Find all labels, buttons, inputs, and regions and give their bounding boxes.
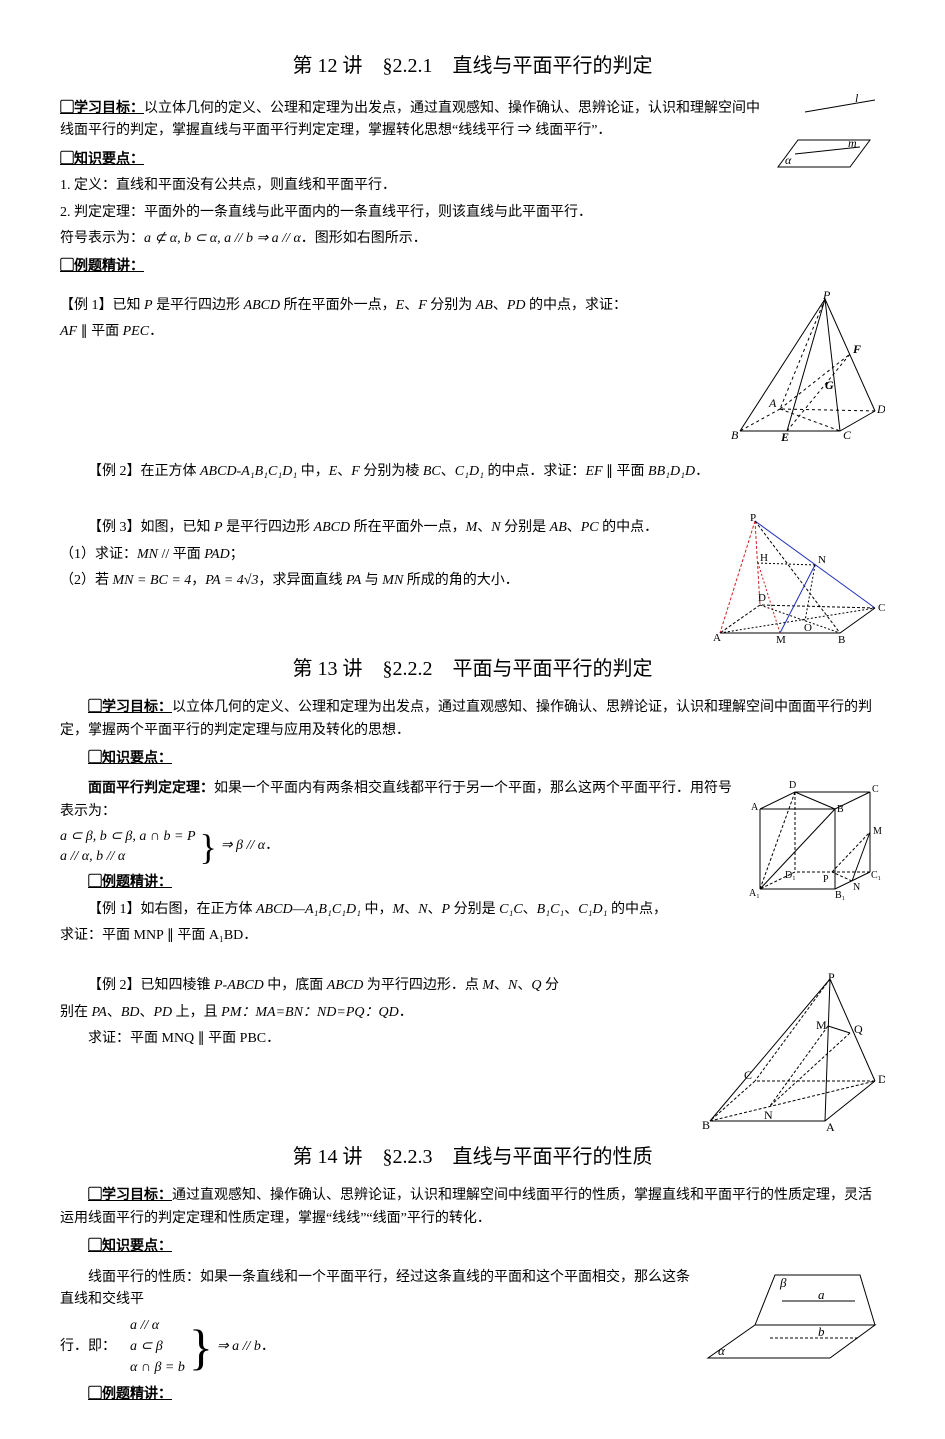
svg-text:C₁: C₁	[871, 870, 881, 881]
svg-text:N: N	[853, 882, 860, 893]
svg-text:B: B	[731, 428, 739, 441]
svg-text:C: C	[872, 784, 879, 795]
lesson12-pt1: 1. 定义：直线和平面没有公共点，则直线和平面平行．	[60, 175, 762, 197]
svg-text:M: M	[776, 634, 786, 643]
svg-text:β: β	[779, 1275, 787, 1290]
svg-text:D: D	[758, 592, 766, 604]
svg-text:N: N	[818, 554, 826, 566]
lesson12-ex3: 【例 3】如图，已知 P 是平行四边形 ABCD 所在平面外一点，M、N 分别是…	[60, 513, 885, 643]
lesson12-fig-line-plane: l m α	[770, 92, 885, 177]
svg-text:B: B	[838, 634, 845, 643]
lesson12-pt2: 2. 判定定理：平面外的一条直线与此平面内的一条直线平行，则该直线与此平面平行．	[60, 202, 762, 224]
lesson14-thm: 线面平行的性质：如果一条直线和一个平面平行，经过这条直线的平面和这个平面相交，那…	[60, 1267, 692, 1312]
svg-text:G: G	[825, 378, 834, 392]
lesson12-fig-ex3: P A B C D M N H O	[710, 513, 885, 643]
lesson14-title: 第 14 讲 §2.2.3 直线与平面平行的性质	[60, 1141, 885, 1173]
svg-text:D₁: D₁	[785, 870, 796, 881]
lesson12-ex3-q2: （2）若 MN = BC = 4，PA = 4√3，求异面直线 PA 与 MN …	[60, 570, 702, 592]
lesson13-theorem-row: 面面平行判定定理：如果一个平面内有两条相交直线都平行于另一个平面，那么这两个平面…	[60, 774, 885, 951]
svg-text:E: E	[780, 430, 789, 441]
svg-text:A: A	[826, 1120, 835, 1131]
lesson13-fig-cube: A B C D A₁ B₁ C₁ D₁ M N P	[745, 774, 885, 909]
lesson13-pts-label: ▢知识要点：	[60, 746, 885, 770]
lesson14-goal: ▢学习目标：通过直观感知、操作确认、思辨论证，认识和理解空间中线面平行的性质，掌…	[60, 1183, 885, 1230]
lesson12-ex-label: ▢例题精讲：	[60, 254, 762, 278]
svg-text:α: α	[718, 1343, 726, 1358]
goal-text: 以立体几何的定义、公理和定理为出发点，通过直观感知、操作确认、思辨论证，认识和理…	[60, 101, 760, 138]
svg-text:D: D	[789, 780, 796, 791]
lesson14-fig: a b α β	[700, 1263, 885, 1368]
lesson13-theorem: 面面平行判定定理：如果一个平面内有两条相交直线都平行于另一个平面，那么这两个平面…	[60, 778, 737, 823]
lesson13-ex2-conc: 求证：平面 MNQ ∥ 平面 PBC．	[60, 1028, 692, 1050]
svg-text:P: P	[823, 874, 829, 885]
svg-text:M: M	[816, 1018, 827, 1032]
lesson12-pt3: 符号表示为：a ⊄ α, b ⊂ α, a // b ⇒ a // α．图形如右…	[60, 228, 762, 250]
svg-text:N: N	[764, 1108, 773, 1122]
svg-text:P: P	[822, 291, 831, 302]
lesson12-goal: ▢学习目标：以立体几何的定义、公理和定理为出发点，通过直观感知、操作确认、思辨论…	[60, 96, 762, 143]
lesson12-ex3-q1: （1）求证：MN // 平面 PAD；	[60, 544, 702, 566]
svg-text:O: O	[804, 622, 812, 634]
goal-label: ▢学习目标：	[60, 99, 144, 115]
svg-text:D: D	[876, 402, 885, 416]
lesson12-ex2: 【例 2】在正方体 ABCD-A₁B₁C₁D₁ 中，E、F 分别为棱 BC、C₁…	[60, 461, 885, 483]
lesson14-thm-pre: 行．即：	[60, 1336, 116, 1358]
svg-text:D: D	[878, 1072, 885, 1086]
lesson14-ex-label: ▢例题精讲：	[60, 1382, 692, 1406]
svg-text:P: P	[828, 971, 835, 984]
lesson13-ex-label: ▢例题精讲：	[60, 870, 737, 894]
svg-text:C: C	[878, 602, 885, 614]
lesson13-formula: a ⊂ β, b ⊂ β, a ∩ b = P a // α, b // α }…	[60, 827, 737, 866]
lesson12-goal-row: ▢学习目标：以立体几何的定义、公理和定理为出发点，通过直观感知、操作确认、思辨论…	[60, 92, 885, 283]
svg-text:H: H	[760, 552, 768, 564]
svg-text:m: m	[848, 136, 857, 150]
lesson12-ex1: 【例 1】已知 P 是平行四边形 ABCD 所在平面外一点，E、F 分别为 AB…	[60, 291, 885, 441]
svg-text:Q: Q	[854, 1022, 863, 1036]
svg-text:C: C	[843, 428, 852, 441]
lesson13-ex2: 【例 2】已知四棱锥 P-ABCD 中，底面 ABCD 为平行四边形．点 M、N…	[60, 971, 885, 1131]
lesson14-formula: a // α a ⊂ β α ∩ β = b } ⇒ a // b ．	[130, 1315, 275, 1378]
lesson14-pts-label: ▢知识要点：	[60, 1234, 885, 1258]
svg-text:C: C	[744, 1068, 752, 1082]
lesson13-fig-pyramid: P A B C D M N Q	[700, 971, 885, 1131]
svg-text:P: P	[750, 513, 756, 524]
svg-text:F: F	[852, 342, 861, 356]
svg-text:b: b	[818, 1324, 825, 1339]
lesson12-fig-ex1: P A B C D E F G	[725, 291, 885, 441]
svg-text:A₁: A₁	[749, 888, 760, 899]
lesson12-pts-label: ▢知识要点：	[60, 147, 762, 171]
svg-text:A: A	[751, 802, 759, 813]
svg-text:α: α	[785, 153, 792, 167]
lesson13-ex1-conc: 求证：平面 MNP ∥ 平面 A₁BD．	[60, 925, 737, 947]
svg-text:A: A	[713, 632, 721, 643]
svg-text:a: a	[818, 1287, 825, 1302]
lesson13-title: 第 13 讲 §2.2.2 平面与平面平行的判定	[60, 653, 885, 685]
lesson12-title: 第 12 讲 §2.2.1 直线与平面平行的判定	[60, 50, 885, 82]
svg-text:M: M	[873, 826, 882, 837]
svg-text:A: A	[768, 396, 777, 410]
svg-text:B: B	[702, 1118, 710, 1131]
lesson13-goal: ▢学习目标：以立体几何的定义、公理和定理为出发点，通过直观感知、操作确认、思辨论…	[60, 695, 885, 742]
lesson13-ex1: 【例 1】如右图，在正方体 ABCD—A₁B₁C₁D₁ 中，M、N、P 分别是 …	[60, 899, 737, 921]
svg-text:B: B	[837, 804, 844, 815]
svg-text:B₁: B₁	[835, 890, 845, 901]
